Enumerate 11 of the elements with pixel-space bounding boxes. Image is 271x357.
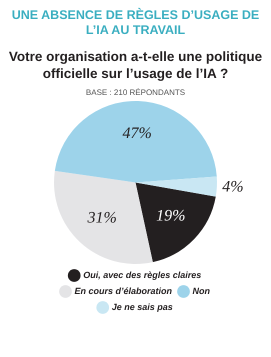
text: BASE : 210 RÉPONDANTS — [84, 88, 186, 97]
data-label: 4% — [222, 178, 244, 196]
chart-title: UNE ABSENCE DE RÈGLES D’USAGE DE L’IA AU TRAVAIL — [10, 8, 260, 38]
legend-label: Je ne sais pas — [112, 302, 173, 312]
legend-label: Non — [192, 286, 211, 296]
data-label: 47% — [122, 124, 152, 142]
data-label: 19% — [156, 208, 186, 225]
chart-subtitle: Votre organisation a-t-elle une politique officielle sur l’usage de l’IA ? — [8, 48, 263, 82]
legend-label: En cours d’élaboration — [74, 286, 173, 296]
legend-label: Oui, avec des règles claires — [83, 270, 202, 280]
data-label: 31% — [86, 209, 117, 226]
